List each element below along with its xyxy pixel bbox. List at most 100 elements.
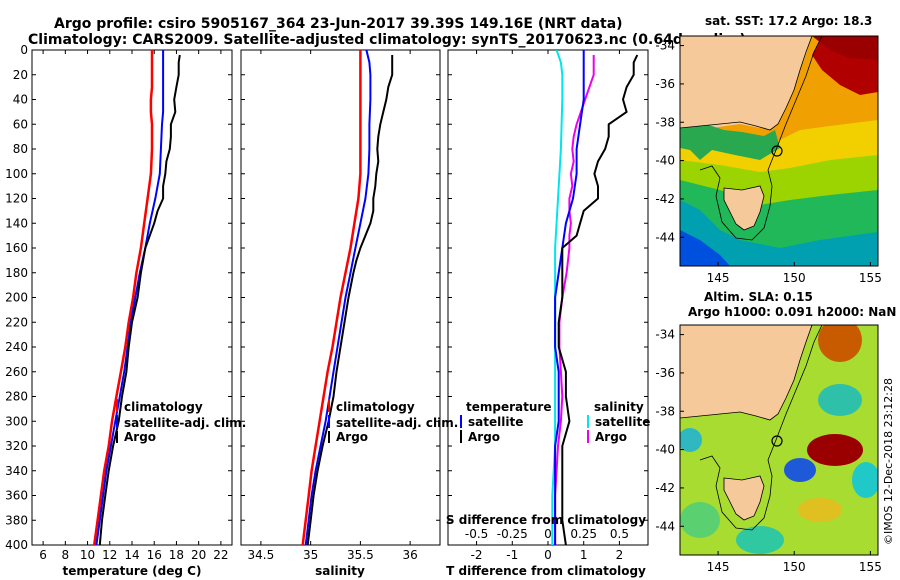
x-tick-label: 34.5 — [248, 548, 275, 562]
depth-tick-label: 220 — [5, 315, 28, 329]
sla-eddy-7 — [736, 526, 784, 554]
sst-map-frame — [679, 35, 879, 267]
legend-argo: Argo — [124, 430, 156, 444]
t-difference-axis-label: T difference from climatology — [446, 564, 646, 578]
depth-tick-label: 100 — [5, 167, 28, 181]
sla-eddy-4 — [818, 384, 862, 416]
depth-tick-label: 200 — [5, 291, 28, 305]
depth-tick-label: 360 — [5, 489, 28, 503]
depth-tick-label: 0 — [20, 43, 28, 57]
imos-watermark: ©IMOS 12-Dec-2018 23:12:28 — [882, 378, 895, 545]
depth-tick-label: 20 — [13, 68, 28, 82]
x-tick-label: 36 — [403, 548, 418, 562]
temperature-climatology-line — [92, 50, 154, 545]
sla-contour — [699, 325, 823, 531]
map-lon-label: 150 — [783, 271, 806, 285]
sst-contour — [699, 36, 823, 241]
x-tick-label: -2 — [471, 548, 483, 562]
x-tick-label: 8 — [62, 548, 70, 562]
x-tick-label: 18 — [169, 548, 184, 562]
sla-argo-marker — [771, 435, 783, 447]
depth-tick-label: 140 — [5, 216, 28, 230]
depth-tick-label: 40 — [13, 93, 28, 107]
map-lat-label: -38 — [655, 404, 675, 418]
sla-eddy-5 — [852, 462, 878, 498]
sst-map — [680, 36, 878, 266]
difference-series — [551, 50, 639, 545]
map-lat-label: -34 — [655, 328, 675, 342]
sla-eddy-1 — [818, 325, 862, 362]
x-tick-label: -1 — [506, 548, 518, 562]
depth-tick-label: 60 — [13, 117, 28, 131]
map-lon-label: 145 — [707, 560, 730, 574]
map-lon-label: 155 — [859, 271, 882, 285]
salinity-legend: climatology satellite-adj. clim. Argo — [328, 399, 458, 444]
x-tick-label: 14 — [124, 548, 139, 562]
difference-panel — [447, 49, 649, 546]
t-difference-x-axis: -2 -1 0 1 2 — [471, 50, 623, 562]
map-lon-label: 145 — [707, 271, 730, 285]
x-tick-label: 0.25 — [570, 527, 597, 541]
salinity-series — [301, 50, 394, 545]
temperature-axis-label: temperature (deg C) — [63, 564, 202, 578]
map-lat-label: -42 — [655, 192, 675, 206]
depth-tick-label: 340 — [5, 464, 28, 478]
x-tick-label: 12 — [102, 548, 117, 562]
t-diff-argo-line — [557, 54, 639, 545]
sla-map-title-1: Altim. SLA: 0.15 — [704, 290, 813, 304]
sst-map-title: sat. SST: 17.2 Argo: 18.3 — [705, 14, 872, 28]
temperature-legend: climatology satellite-adj. clim. Argo — [116, 399, 246, 444]
map-lat-label: -44 — [655, 519, 675, 533]
map-lat-label: -36 — [655, 366, 675, 380]
map-lat-label: -38 — [655, 115, 675, 129]
title-line-1: Argo profile: csiro 5905167_364 23-Jun-2… — [54, 16, 623, 32]
x-tick-label: 10 — [80, 548, 95, 562]
sst-eac-north — [812, 36, 878, 60]
sla-eddy-8 — [680, 502, 720, 538]
x-tick-label: 0 — [544, 548, 552, 562]
depth-tick-label: 400 — [5, 538, 28, 552]
legend-t-satellite: satellite — [468, 415, 523, 429]
x-tick-label: -0.5 — [465, 527, 488, 541]
x-tick-label: 16 — [147, 548, 162, 562]
legend-argo: Argo — [336, 430, 368, 444]
map-lat-label: -44 — [655, 230, 675, 244]
x-tick-label: 0.5 — [610, 527, 629, 541]
sst-bass-strait — [680, 120, 780, 160]
t-diff-satellite-line — [554, 50, 585, 545]
sla-eddy-6 — [798, 498, 842, 522]
x-tick-label: 0 — [544, 527, 552, 541]
x-tick-label: 1 — [580, 548, 588, 562]
x-tick-label: -0.25 — [497, 527, 528, 541]
sla-tasmania — [723, 475, 765, 521]
legend-climatology: climatology — [336, 400, 415, 414]
s-diff-argo-line — [554, 55, 595, 545]
sst-band-blue — [680, 230, 730, 266]
map-lat-label: -36 — [655, 77, 675, 91]
map-lon-label: 155 — [859, 560, 882, 574]
sla-eddy-3 — [784, 458, 816, 482]
depth-tick-label: 280 — [5, 390, 28, 404]
map-lat-label: -34 — [655, 39, 675, 53]
difference-legend: temperature satellite Argo salinity sate… — [460, 400, 650, 444]
depth-tick-label: 240 — [5, 340, 28, 354]
map-lat-label: -40 — [655, 154, 675, 168]
title-line-2: Climatology: CARS2009. Satellite-adjuste… — [28, 32, 746, 48]
depth-tick-label: 300 — [5, 414, 28, 428]
salinity-climatology-line — [301, 50, 362, 545]
depth-axis: 0 20 40 60 80 100 120 140 160 180 200 220 240 260 280 3… — [5, 43, 648, 552]
s-difference-x-axis: -0.5 -0.25 0 0.25 0.5 — [465, 527, 629, 541]
legend-salinity-title: salinity — [594, 400, 644, 414]
x-tick-label: 22 — [213, 548, 228, 562]
x-tick-label: 6 — [39, 548, 47, 562]
depth-tick-label: 120 — [5, 192, 28, 206]
sst-tasmania — [723, 185, 765, 231]
sst-map-axes: 145 150 155 -34 -36 -38 -40 -42 -44 — [655, 39, 881, 285]
depth-tick-label: 260 — [5, 365, 28, 379]
sla-map — [680, 325, 878, 555]
sst-band-teal — [680, 200, 878, 266]
sla-eddy-9 — [680, 428, 702, 452]
salinity-axis-label: salinity — [315, 564, 365, 578]
depth-tick-label: 180 — [5, 266, 28, 280]
